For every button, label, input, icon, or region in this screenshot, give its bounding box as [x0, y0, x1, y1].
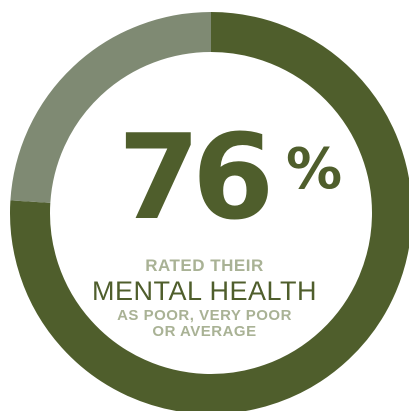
- caption-line-1: RATED THEIR: [145, 256, 264, 275]
- stat-value: 76: [118, 108, 274, 246]
- caption-line-2: MENTAL HEALTH: [91, 276, 318, 306]
- caption-line-3: AS POOR, VERY POOR OR AVERAGE: [0, 308, 409, 340]
- stat-unit: %: [286, 137, 343, 202]
- donut-slice-remainder: [10, 12, 212, 204]
- caption-line-3a: AS POOR, VERY POOR: [117, 307, 292, 324]
- donut-slice-main: [10, 12, 409, 411]
- caption-line-3b: OR AVERAGE: [152, 323, 257, 340]
